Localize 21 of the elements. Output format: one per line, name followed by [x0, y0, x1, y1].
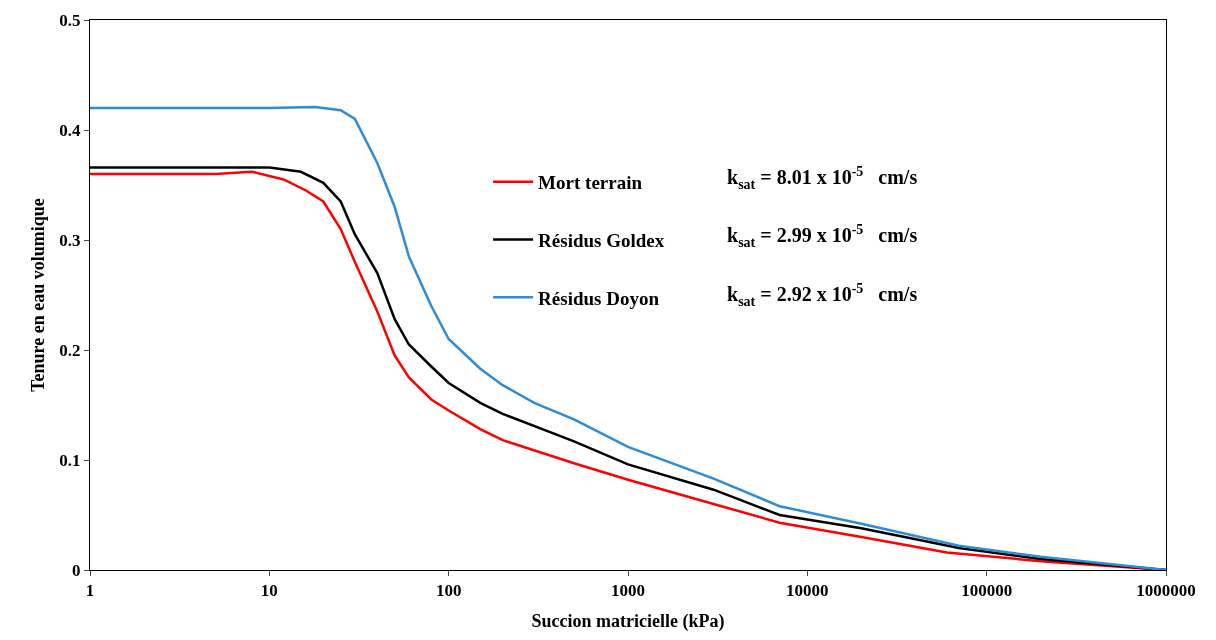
x-tick-label: 1000000 [1136, 581, 1196, 601]
y-tick-label: 0 [72, 560, 81, 580]
x-tick-label: 100 [435, 581, 462, 601]
annotation: k$_{sat}$ = 8.01 x 10$^{-5}$ cm/s [727, 164, 918, 192]
legend-label: Mort terrain [538, 172, 643, 194]
y-tick-label: 0.1 [59, 450, 81, 470]
legend-label: Résidus Doyon [538, 287, 660, 309]
legend-label: Résidus Goldex [538, 229, 665, 251]
y-tick-label: 0.5 [59, 10, 81, 30]
y-tick-label: 0.2 [59, 340, 81, 360]
x-tick-label: 1 [85, 581, 95, 601]
y-tick-label: 0.4 [59, 120, 82, 140]
x-tick-label: 100000 [961, 581, 1013, 601]
x-tick-label: 10 [260, 581, 278, 601]
annotation: k$_{sat}$ = 2.99 x 10$^{-5}$ cm/s [727, 222, 918, 250]
y-axis-title: Tenure en eau volumique [27, 198, 48, 392]
x-tick-label: 10000 [786, 581, 829, 601]
annotation: k$_{sat}$ = 2.92 x 10$^{-5}$ cm/s [727, 281, 918, 309]
y-tick-label: 0.3 [59, 230, 81, 250]
x-axis-title: Succion matricielle (kPa) [531, 610, 725, 632]
x-tick-label: 1000 [611, 581, 645, 601]
